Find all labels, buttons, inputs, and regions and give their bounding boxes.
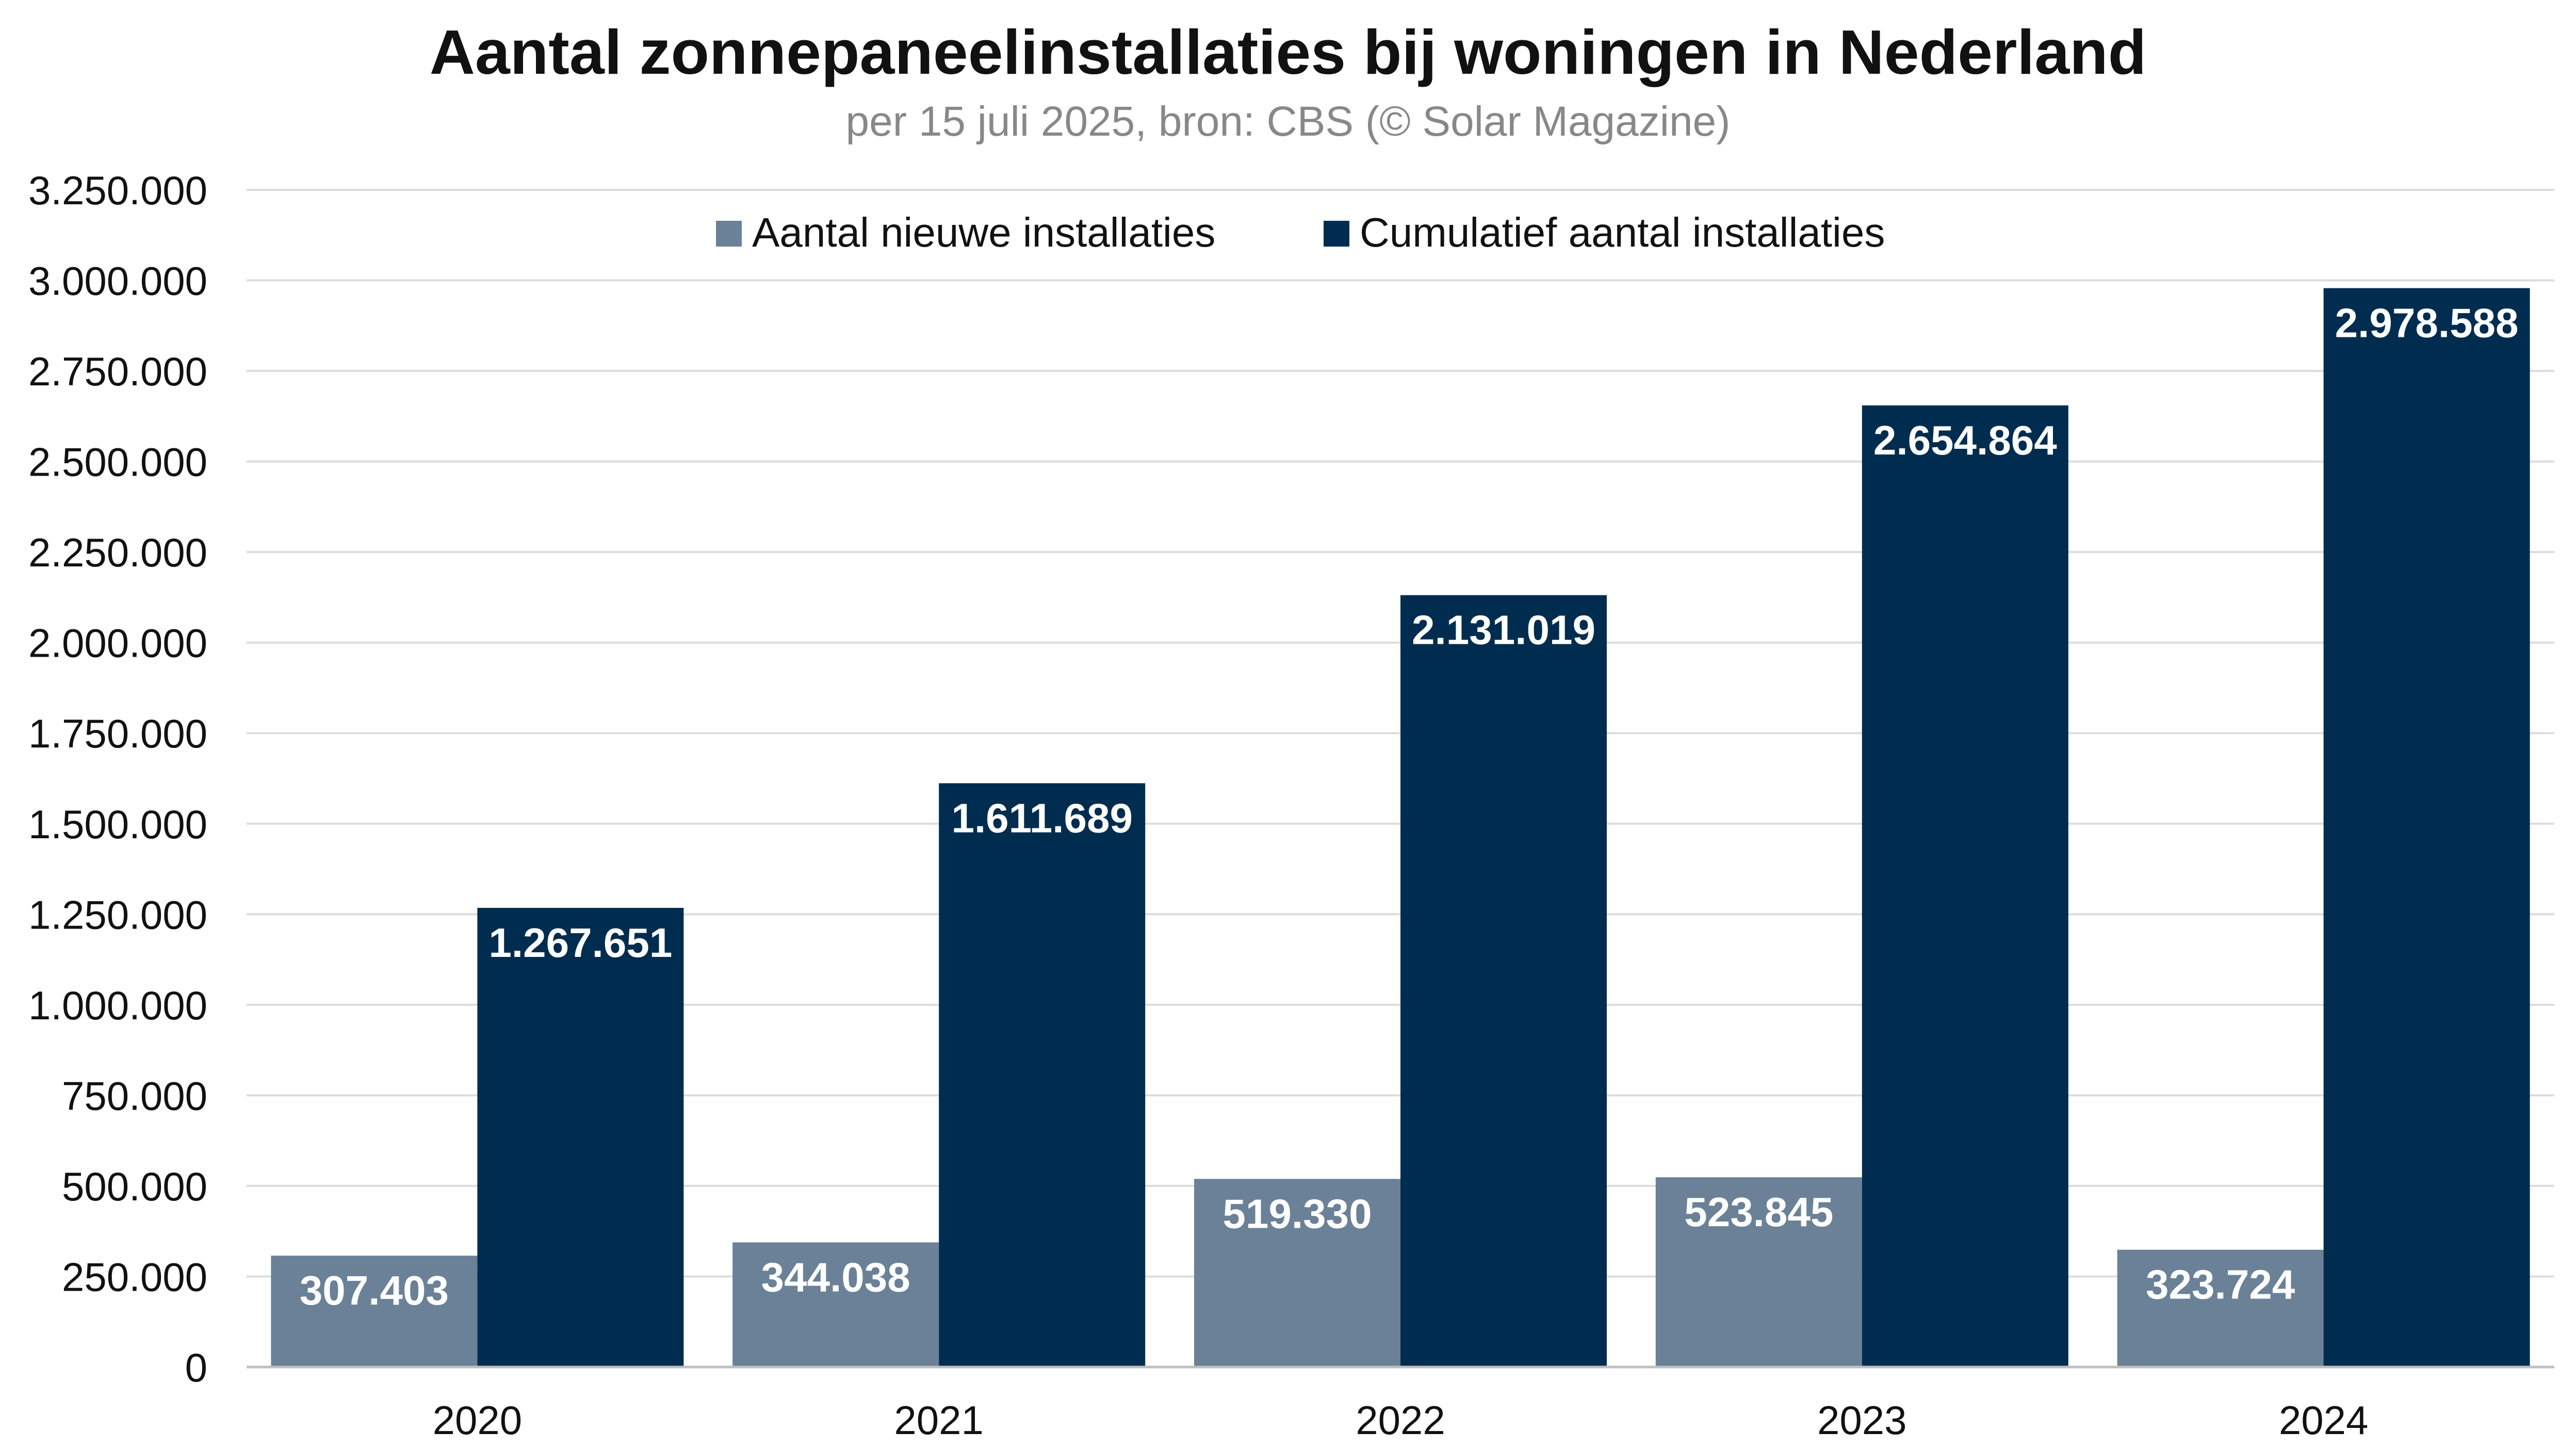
bar-cumulative-2023 [1862, 405, 2068, 1368]
y-tick-label: 2.250.000 [28, 530, 207, 575]
y-tick-label: 1.000.000 [28, 983, 207, 1028]
chart-title: Aantal zonnepaneelinstallaties bij wonin… [429, 17, 2147, 87]
bar-data-label: 1.611.689 [951, 795, 1132, 841]
x-tick-label: 2020 [433, 1397, 523, 1443]
x-tick-label: 2021 [894, 1397, 984, 1443]
y-tick-label: 1.250.000 [28, 892, 207, 937]
x-tick-label: 2024 [2279, 1397, 2369, 1443]
x-tick-label: 2022 [1356, 1397, 1445, 1443]
y-tick-label: 2.750.000 [28, 349, 207, 394]
legend-swatch [716, 221, 742, 247]
y-tick-label: 750.000 [62, 1073, 207, 1118]
y-tick-label: 2.500.000 [28, 440, 207, 485]
y-tick-label: 1.500.000 [28, 802, 207, 847]
bar-data-label: 2.654.864 [1873, 417, 2057, 463]
bar-data-label: 519.330 [1222, 1191, 1372, 1237]
bar-data-label: 2.978.588 [2335, 300, 2519, 346]
bar-new-2021 [732, 1242, 939, 1367]
bar-cumulative-2021 [939, 783, 1146, 1367]
bar-data-label: 307.403 [300, 1267, 449, 1313]
y-tick-label: 3.250.000 [28, 168, 207, 213]
y-tick-label: 1.750.000 [28, 711, 207, 756]
bar-cumulative-2022 [1400, 595, 1607, 1367]
bar-data-label: 1.267.651 [488, 920, 672, 966]
bars: 307.403 1.267.651 344.038 1.611.689 519.330 2… [271, 288, 2530, 1368]
y-tick-label: 500.000 [62, 1164, 207, 1209]
bar-data-label: 2.131.019 [1412, 607, 1595, 653]
bar-new-2023 [1655, 1177, 1862, 1367]
y-axis: 0 250.000 500.000 750.000 1.000.000 1.250.000… [28, 168, 207, 1390]
y-tick-label: 0 [185, 1345, 207, 1390]
chart-subtitle: per 15 juli 2025, bron: CBS (© Solar Mag… [845, 98, 1731, 145]
y-tick-label: 250.000 [62, 1254, 207, 1299]
y-tick-label: 2.000.000 [28, 621, 207, 666]
y-tick-label: 3.000.000 [28, 258, 207, 304]
bar-new-2022 [1194, 1179, 1400, 1367]
bar-cumulative-2020 [477, 907, 684, 1367]
bar-new-2020 [271, 1256, 478, 1367]
legend-swatch [1324, 221, 1349, 247]
legend: Aantal nieuwe installaties Cumulatief aan… [716, 209, 1885, 255]
bar-data-label: 523.845 [1684, 1189, 1833, 1235]
bar-cumulative-2024 [2323, 288, 2530, 1367]
x-tick-label: 2023 [1817, 1397, 1907, 1443]
legend-label: Cumulatief aantal installaties [1360, 209, 1885, 255]
bar-data-label: 344.038 [761, 1254, 910, 1300]
legend-label: Aantal nieuwe installaties [752, 209, 1215, 255]
bar-data-label: 323.724 [2146, 1262, 2295, 1308]
x-axis: 2020 2021 2022 2023 2024 [247, 1365, 2554, 1443]
bar-new-2024 [2117, 1249, 2324, 1367]
